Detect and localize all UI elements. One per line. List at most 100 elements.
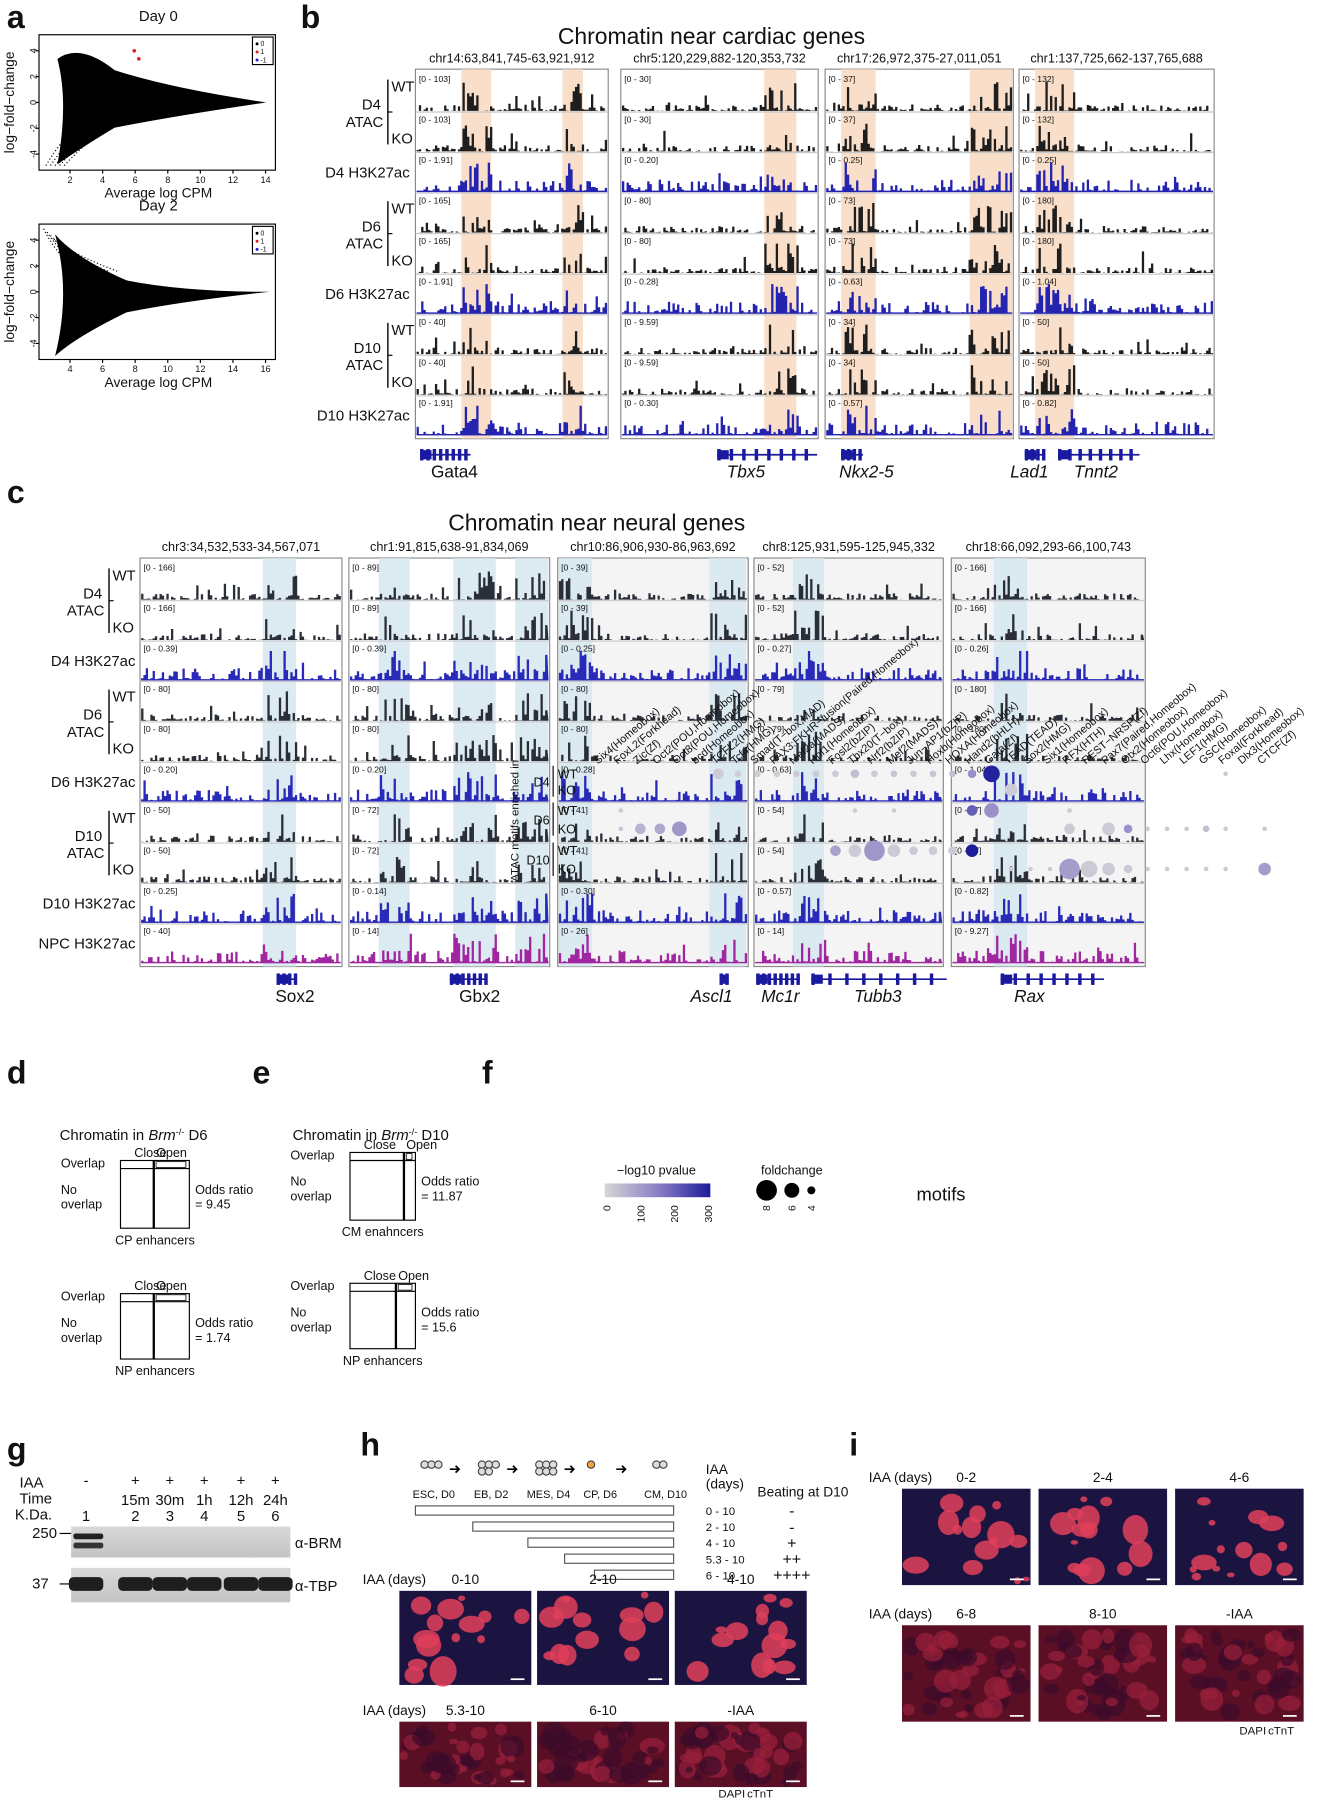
mosaic-label: Open bbox=[406, 1138, 437, 1152]
micrograph-signal bbox=[1190, 1675, 1210, 1690]
signal-track bbox=[755, 610, 943, 640]
gene-exon bbox=[1119, 449, 1123, 461]
micrograph-signal bbox=[773, 1660, 796, 1675]
cell-icon bbox=[427, 1460, 436, 1469]
x-tick-label: 16 bbox=[260, 364, 270, 374]
gene-exon bbox=[729, 449, 734, 461]
title-part: Chromatin in bbox=[60, 1128, 149, 1144]
micrograph-signal bbox=[748, 1722, 761, 1735]
motif-dot bbox=[909, 846, 918, 855]
track-range: [0 - 166] bbox=[955, 603, 987, 613]
gene-exon bbox=[845, 973, 849, 985]
gene-exon bbox=[293, 973, 298, 985]
y-tick-label: 4 bbox=[29, 48, 39, 53]
signal-track bbox=[558, 893, 748, 923]
row-label: IAA (days) bbox=[363, 1703, 427, 1718]
treatment-days: 5.3 - 10 bbox=[706, 1554, 745, 1566]
signal-track bbox=[621, 324, 818, 355]
track-range: [0 - 0.30] bbox=[561, 886, 595, 896]
signal-track bbox=[1020, 125, 1213, 152]
row-label: D4 bbox=[362, 98, 381, 114]
signal-track bbox=[1020, 284, 1213, 314]
signal-track bbox=[1020, 81, 1213, 111]
track-range: [0 - 103] bbox=[419, 74, 451, 84]
motif-dot bbox=[871, 770, 878, 778]
x-tick-label: 2 bbox=[67, 175, 72, 185]
micrograph-signal bbox=[1185, 1642, 1203, 1662]
cell-icon bbox=[484, 1460, 494, 1469]
legend-swatch bbox=[255, 50, 259, 54]
track-range: [0 - 0.57] bbox=[757, 886, 791, 896]
antibody-label: α-TBP bbox=[295, 1579, 338, 1595]
stain-label: DAPI bbox=[718, 1788, 745, 1800]
motif-dot bbox=[890, 770, 898, 778]
micrograph-signal bbox=[952, 1524, 963, 1535]
gene-exon bbox=[1088, 449, 1093, 461]
image-label: 2-4 bbox=[1093, 1470, 1113, 1485]
legend-size bbox=[807, 1186, 816, 1195]
row-label: D4 bbox=[534, 775, 550, 789]
image-label: 4-10 bbox=[727, 1572, 755, 1587]
odds-value: = 9.45 bbox=[195, 1198, 230, 1212]
motif-dot bbox=[891, 808, 897, 813]
micrograph-signal bbox=[624, 1646, 640, 1662]
micrograph-signal bbox=[783, 1765, 798, 1780]
track-range: [0 - 0.27] bbox=[757, 643, 791, 653]
highlight bbox=[562, 69, 583, 439]
cell-icon bbox=[477, 1467, 487, 1476]
treatment-bar bbox=[472, 1521, 675, 1532]
micrograph-signal bbox=[413, 1629, 440, 1649]
legend-swatch bbox=[255, 247, 259, 251]
row-label: ATAC bbox=[67, 846, 105, 862]
x-axis-label: motifs bbox=[917, 1184, 966, 1205]
micrograph-signal bbox=[1012, 1669, 1024, 1680]
mosaic-frame bbox=[349, 1151, 416, 1221]
micrograph-signal bbox=[652, 1758, 665, 1768]
micrograph-signal bbox=[644, 1601, 664, 1623]
micrograph-signal bbox=[1077, 1655, 1095, 1668]
micrograph-signal bbox=[456, 1740, 470, 1754]
mosaic-frame bbox=[349, 1282, 416, 1350]
title-part: -/- bbox=[409, 1127, 418, 1137]
arrow bbox=[449, 1465, 461, 1474]
region-coordinate: chr8:125,931,595-125,945,332 bbox=[762, 540, 934, 554]
micrograph-signal bbox=[458, 1615, 485, 1633]
motif-dot bbox=[848, 844, 862, 857]
signal-track bbox=[621, 243, 818, 274]
gene-exon bbox=[1026, 973, 1030, 985]
legend-label: 1 bbox=[260, 49, 264, 56]
gene-exon bbox=[1098, 449, 1103, 461]
x-tick-label: 8 bbox=[133, 364, 138, 374]
mosaic-label: Overlap bbox=[290, 1279, 334, 1293]
cell-icon bbox=[535, 1460, 544, 1469]
gene-exon bbox=[1000, 974, 1013, 984]
track-range: [0 - 40] bbox=[143, 926, 170, 936]
gene-name: Nkx2-5 bbox=[839, 462, 894, 482]
micrograph-signal bbox=[608, 1766, 631, 1783]
micrograph-signal bbox=[686, 1661, 709, 1682]
image-label: 5.3-10 bbox=[446, 1703, 485, 1718]
gene-exon bbox=[445, 449, 449, 461]
gene-exon bbox=[467, 973, 471, 985]
micrograph-signal bbox=[429, 1656, 457, 1687]
motif-dot bbox=[852, 808, 858, 813]
micrograph-signal bbox=[603, 1747, 623, 1768]
scatter-cloud bbox=[57, 52, 267, 165]
scatter-curve bbox=[50, 122, 90, 166]
signal-track bbox=[755, 650, 943, 681]
stage-label: EB, D2 bbox=[474, 1489, 509, 1501]
track-range: [0 - 9.59] bbox=[624, 317, 658, 327]
micrograph-signal bbox=[575, 1739, 599, 1761]
signal-track bbox=[141, 894, 341, 923]
signal-track bbox=[755, 709, 943, 721]
micrograph-signal bbox=[994, 1649, 1016, 1670]
micrograph-signal bbox=[1076, 1700, 1085, 1707]
gene-exon bbox=[717, 450, 729, 460]
mosaic-label: No bbox=[290, 1306, 306, 1320]
track-range: [0 - 34] bbox=[829, 317, 856, 327]
signal-track bbox=[826, 202, 1013, 233]
image-label: 0-10 bbox=[452, 1572, 480, 1587]
motif-dot bbox=[1008, 866, 1014, 872]
micrograph-signal bbox=[1122, 1514, 1149, 1545]
micrograph-signal bbox=[424, 1751, 450, 1772]
